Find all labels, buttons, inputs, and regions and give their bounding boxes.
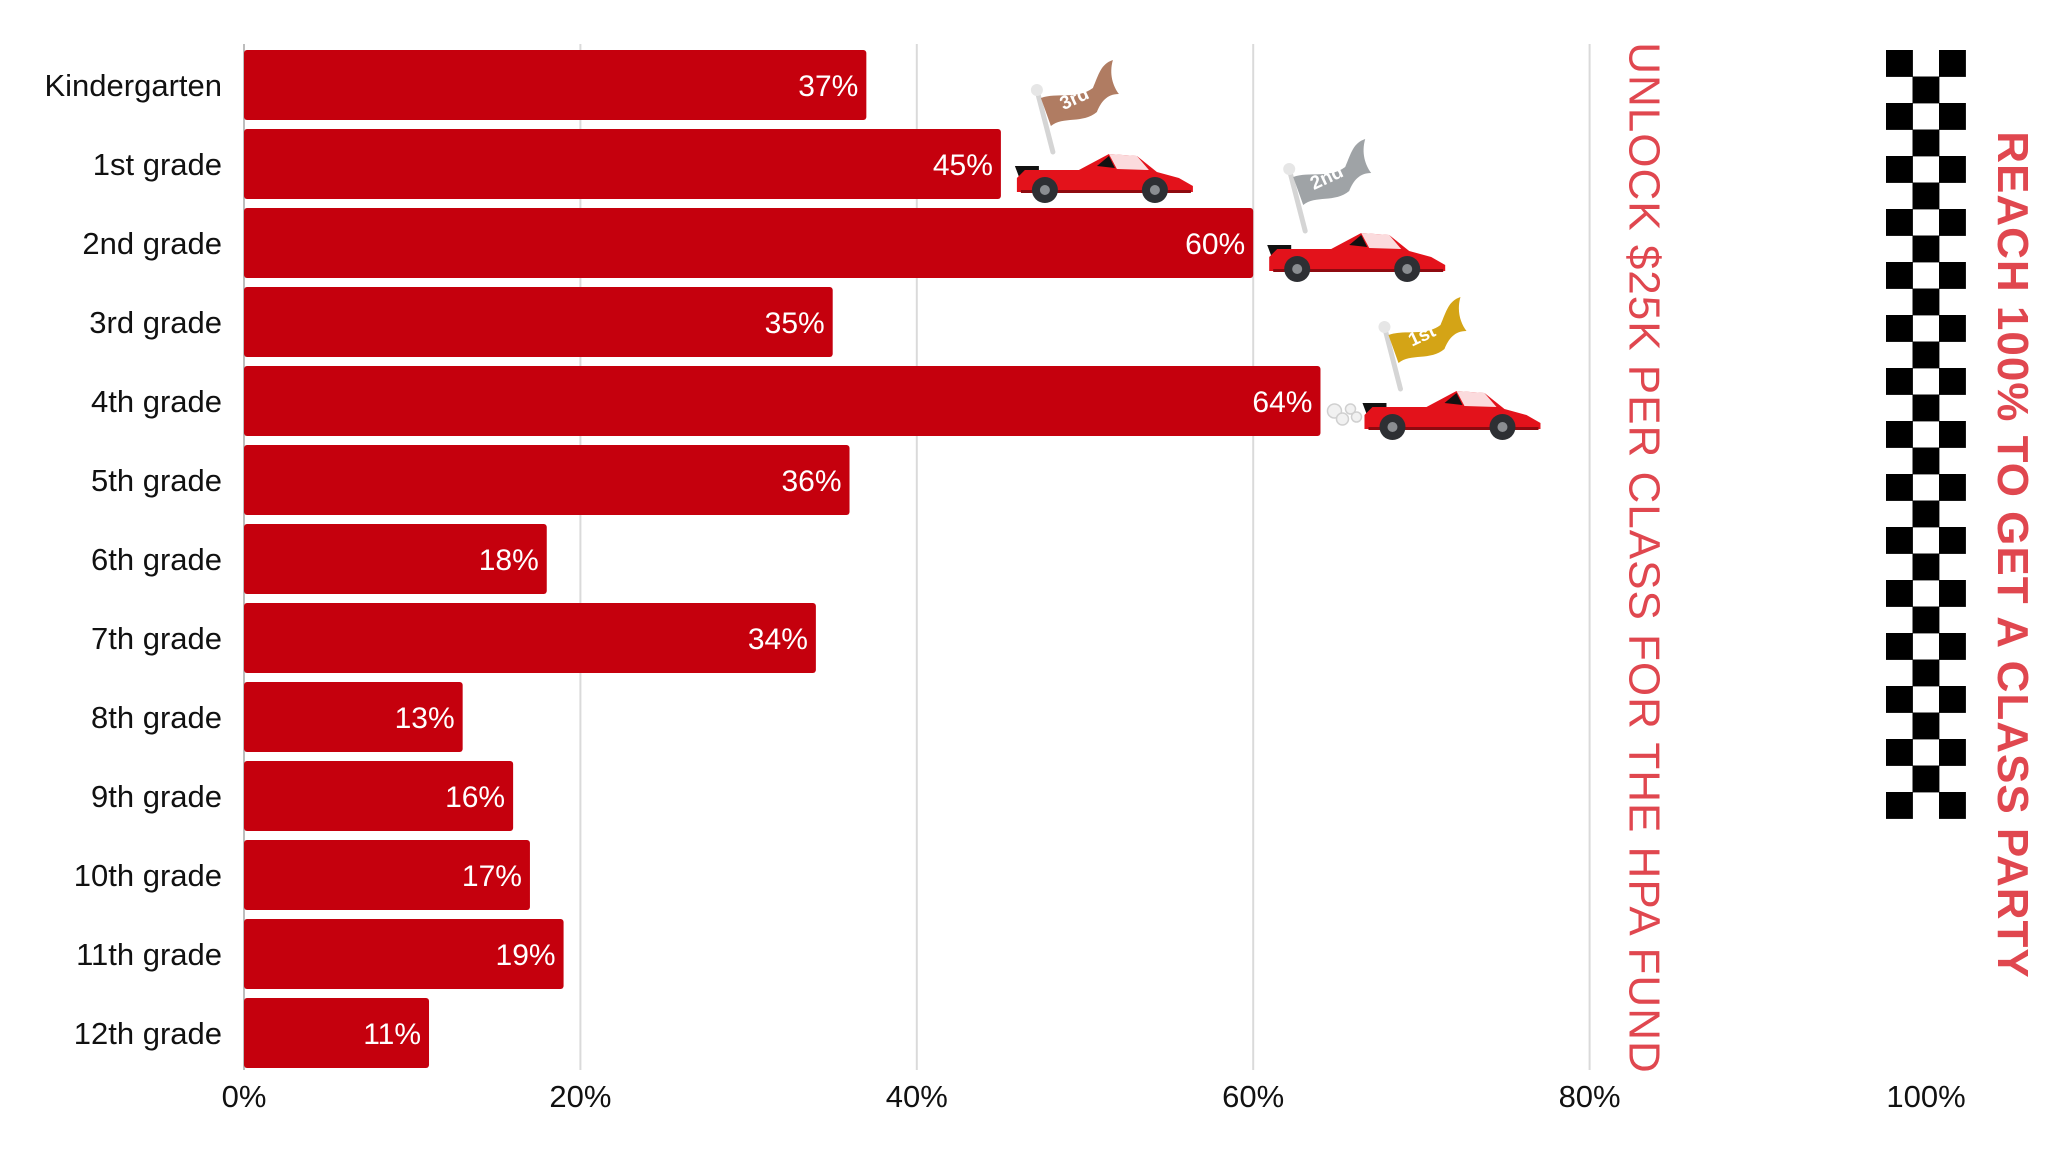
category-label: 1st grade xyxy=(93,147,222,182)
bar-value-label: 13% xyxy=(395,702,455,735)
bar-value-label: 17% xyxy=(462,860,522,893)
category-label: 11th grade xyxy=(76,937,222,972)
podium-flag-icon: 3rd xyxy=(1030,60,1119,155)
bar-value-label: 37% xyxy=(798,70,858,103)
category-label: 6th grade xyxy=(91,542,222,577)
category-label: 4th grade xyxy=(91,384,222,419)
bar-12 xyxy=(244,998,430,1068)
bar-1 xyxy=(244,129,1001,199)
race-car-icon xyxy=(1267,233,1446,282)
bar-10 xyxy=(244,840,530,910)
category-label: 10th grade xyxy=(74,858,222,893)
class-party-annotation: REACH 100% TO GET A CLASS PARTY xyxy=(1988,131,2037,979)
bar-value-label: 45% xyxy=(933,149,993,182)
race-car-icon xyxy=(1014,154,1193,203)
category-label: Kindergarten xyxy=(44,68,222,103)
bar-value-label: 36% xyxy=(781,465,841,498)
x-tick-label: 100% xyxy=(1886,1079,1965,1114)
category-label: 5th grade xyxy=(91,463,222,498)
category-label: 12th grade xyxy=(74,1016,222,1051)
x-tick-label: 60% xyxy=(1222,1079,1284,1114)
x-tick-label: 40% xyxy=(886,1079,948,1114)
bar-6 xyxy=(244,524,547,594)
bar-value-label: 35% xyxy=(765,307,825,340)
finish-line xyxy=(1886,50,1966,819)
podium-flag-icon: 1st xyxy=(1378,297,1467,392)
bar-value-label: 11% xyxy=(363,1018,421,1051)
bar-7 xyxy=(244,603,816,673)
category-label: 7th grade xyxy=(91,621,222,656)
bar-8 xyxy=(244,682,463,752)
bar-value-label: 60% xyxy=(1185,228,1245,261)
x-tick-label: 0% xyxy=(222,1079,267,1114)
bar-4 xyxy=(244,366,1321,436)
exhaust-puff-icon xyxy=(1326,403,1363,426)
category-label: 8th grade xyxy=(91,700,222,735)
bar-value-label: 64% xyxy=(1252,386,1312,419)
bar-11 xyxy=(244,919,564,989)
category-label: 3rd grade xyxy=(89,305,222,340)
bar-9 xyxy=(244,761,514,831)
bar-2 xyxy=(244,208,1254,278)
race-car-icon xyxy=(1362,391,1541,440)
bar-value-label: 19% xyxy=(496,939,556,972)
bar-3 xyxy=(244,287,833,357)
bars xyxy=(244,50,1321,1068)
bar-0 xyxy=(244,50,867,120)
x-tick-label: 20% xyxy=(549,1079,611,1114)
bar-5 xyxy=(244,445,850,515)
podium-flag-icon: 2nd xyxy=(1283,139,1372,234)
bar-value-label: 34% xyxy=(748,623,808,656)
category-label: 9th grade xyxy=(91,779,222,814)
unlock-fund-annotation: UNLOCK $25K PER CLASS FOR THE HPA FUND xyxy=(1620,42,1669,1074)
category-label: 2nd grade xyxy=(82,226,222,261)
bar-value-label: 16% xyxy=(445,781,505,814)
bar-value-label: 18% xyxy=(479,544,539,577)
x-tick-label: 80% xyxy=(1559,1079,1621,1114)
labels: 37% Kindergarten 45% 1st grade 60% 2nd grade 3… xyxy=(44,42,2037,1114)
checkered-finish-flag xyxy=(1886,50,1966,819)
